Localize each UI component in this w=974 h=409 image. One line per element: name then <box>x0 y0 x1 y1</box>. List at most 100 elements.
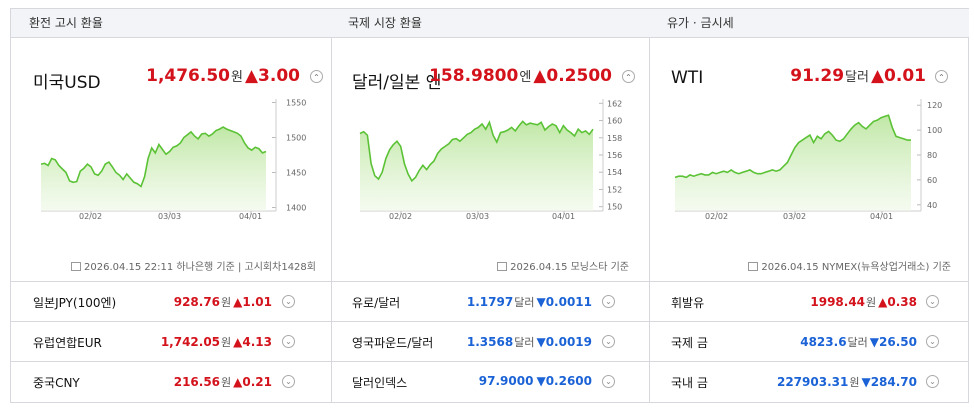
collapse-chevron-icon[interactable]: ⌃ <box>622 70 635 83</box>
y-tick-label: 120 <box>927 101 942 110</box>
quote-row-name: 유로/달러 <box>352 296 401 310</box>
quote-row-name: 국제 금 <box>671 336 708 350</box>
panel-header: 유가 · 금시세 <box>649 9 969 38</box>
main-quote-change: 3.00 <box>258 66 300 86</box>
expand-chevron-icon[interactable]: ⌄ <box>282 335 295 348</box>
x-tick-label: 03/03 <box>158 212 181 221</box>
quote-row-change: 0.2600 <box>545 374 592 388</box>
up-arrow-icon: ▲ <box>233 375 243 389</box>
quote-row-unit: 달러 <box>514 336 535 349</box>
up-arrow-icon: ▲ <box>233 335 243 349</box>
y-tick-label: 158 <box>607 134 622 143</box>
expand-chevron-icon[interactable]: ⌄ <box>602 335 615 348</box>
quote-row-unit: 원 <box>866 296 877 309</box>
panel-1: 환전 고시 환율 미국USD 1,476.50원 ▲3.00 ⌃ 1400 1450 1500… <box>11 9 332 402</box>
quote-row-value: 97.9000 <box>478 374 534 388</box>
quote-row[interactable]: 유럽연합EUR 1,742.05원 ▲4.13 ⌄ <box>11 322 331 362</box>
quote-row-value: 1.1797 <box>466 295 514 309</box>
down-arrow-icon: ▼ <box>536 295 546 309</box>
main-quote-value: 91.29 <box>790 66 845 86</box>
quote-row-value: 1.3568 <box>466 335 514 349</box>
quote-row-value-group: 4823.6달러 ▼26.50 <box>800 334 917 350</box>
quote-row-change: 4.13 <box>242 335 272 349</box>
y-tick-label: 80 <box>927 151 937 160</box>
y-tick-label: 162 <box>607 99 622 108</box>
price-chart: 150 152 154 156 158 160 162 02/02 03/03 04/01 <box>359 99 622 221</box>
source-note: 2026.04.15 모닝스타 기준 <box>497 258 629 273</box>
up-arrow-icon: ▲ <box>870 66 885 86</box>
quote-row[interactable]: 국내 금 227903.31원 ▼284.70 ⌄ <box>649 362 969 402</box>
quote-row-value: 1,742.05 <box>160 335 221 349</box>
y-tick-label: 154 <box>607 168 622 177</box>
y-tick-label: 60 <box>927 176 937 185</box>
x-tick-label: 03/02 <box>783 212 806 221</box>
quote-row[interactable]: 영국파운드/달러 1.3568달러 ▼0.0019 ⌄ <box>330 322 649 362</box>
quote-row-value: 4823.6 <box>800 335 847 349</box>
quote-row-name: 일본JPY(100엔) <box>33 296 117 310</box>
collapse-chevron-icon[interactable]: ⌃ <box>935 70 948 83</box>
up-arrow-icon: ▲ <box>233 295 243 309</box>
y-tick-label: 40 <box>927 201 937 210</box>
quote-row[interactable]: 국제 금 4823.6달러 ▼26.50 ⌄ <box>649 322 969 362</box>
main-quote-change: 0.01 <box>884 66 926 86</box>
main-quote-change: 0.2500 <box>546 66 612 86</box>
main-quote-value: 1,476.50 <box>146 66 230 86</box>
expand-chevron-icon[interactable]: ⌄ <box>282 295 295 308</box>
down-arrow-icon: ▼ <box>536 374 546 388</box>
quote-row-value-group: 1998.44원 ▲0.38 <box>810 294 917 310</box>
quote-row-unit: 원 <box>849 376 860 389</box>
quote-row[interactable]: 유로/달러 1.1797달러 ▼0.0011 ⌄ <box>330 282 649 322</box>
quote-row-change: 0.0011 <box>545 295 592 309</box>
expand-chevron-icon[interactable]: ⌄ <box>926 335 939 348</box>
main-quote-title: 미국USD <box>33 73 101 93</box>
y-tick-label: 1500 <box>286 134 306 143</box>
calendar-icon <box>748 262 759 271</box>
quote-row-value: 227903.31 <box>776 375 849 389</box>
market-widget <box>10 8 969 403</box>
quote-row-change: 0.0019 <box>545 335 592 349</box>
quote-row-value-group: 1.1797달러 ▼0.0011 <box>467 294 592 310</box>
expand-chevron-icon[interactable]: ⌄ <box>602 375 615 388</box>
quote-row[interactable]: 휘발유 1998.44원 ▲0.38 ⌄ <box>649 282 969 322</box>
quote-row[interactable]: 중국CNY 216.56원 ▲0.21 ⌄ <box>11 362 331 402</box>
expand-chevron-icon[interactable]: ⌄ <box>926 375 939 388</box>
calendar-icon <box>71 262 81 271</box>
main-quote[interactable]: 달러/일본 엔 158.9800엔 ▲0.2500 ⌃ 150 152 154 156 158 1… <box>330 38 649 282</box>
quote-row-name: 영국파운드/달러 <box>352 336 434 350</box>
source-note-text: 2026.04.15 모닝스타 기준 <box>510 262 629 273</box>
expand-chevron-icon[interactable]: ⌄ <box>926 295 939 308</box>
quote-row-unit: 원 <box>221 376 232 389</box>
y-tick-label: 150 <box>607 203 622 212</box>
quote-row[interactable]: 달러인덱스 97.9000 ▼0.2600 ⌄ <box>330 362 649 402</box>
panel-3: 유가 · 금시세 WTI 91.29달러 ▲0.01 ⌃ 40 60 80 100 120 02/0… <box>649 9 969 402</box>
main-quote[interactable]: 미국USD 1,476.50원 ▲3.00 ⌃ 1400 1450 1500 1550 02/0… <box>11 38 331 282</box>
price-line <box>674 114 911 179</box>
main-quote-title: WTI <box>671 68 704 88</box>
quote-row-value: 1998.44 <box>810 295 866 309</box>
quote-row-name: 휘발유 <box>671 296 705 310</box>
main-quote-title: 달러/일본 엔 <box>352 73 442 93</box>
main-quote-value: 158.9800 <box>429 66 519 86</box>
x-tick-label: 02/02 <box>705 212 728 221</box>
main-quote-unit: 달러 <box>845 70 869 85</box>
collapse-chevron-icon[interactable]: ⌃ <box>310 70 323 83</box>
x-tick-label: 04/01 <box>239 212 262 221</box>
y-tick-label: 160 <box>607 117 622 126</box>
quote-row-change: 0.21 <box>242 375 272 389</box>
quote-row-change: 0.38 <box>887 295 917 309</box>
y-tick-label: 152 <box>607 185 622 194</box>
quote-row[interactable]: 일본JPY(100엔) 928.76원 ▲1.01 ⌄ <box>11 282 331 322</box>
y-tick-label: 100 <box>927 126 942 135</box>
main-quote[interactable]: WTI 91.29달러 ▲0.01 ⌃ 40 60 80 100 120 02/02 03/02 04… <box>649 38 969 282</box>
down-arrow-icon: ▼ <box>861 375 871 389</box>
quote-row-value: 928.76 <box>173 295 221 309</box>
source-note-text: 2026.04.15 22:11 하나은행 기준 | 고시회차1428회 <box>84 262 316 273</box>
x-tick-label: 02/02 <box>79 212 102 221</box>
main-quote-value-group: 1,476.50원 ▲3.00 <box>146 66 300 86</box>
quote-row-name: 중국CNY <box>33 376 80 390</box>
source-note-text: 2026.04.15 NYMEX(뉴욕상업거래소) 기준 <box>761 262 951 273</box>
expand-chevron-icon[interactable]: ⌄ <box>282 375 295 388</box>
up-arrow-icon: ▲ <box>533 66 547 86</box>
price-area <box>41 127 266 211</box>
expand-chevron-icon[interactable]: ⌄ <box>602 295 615 308</box>
